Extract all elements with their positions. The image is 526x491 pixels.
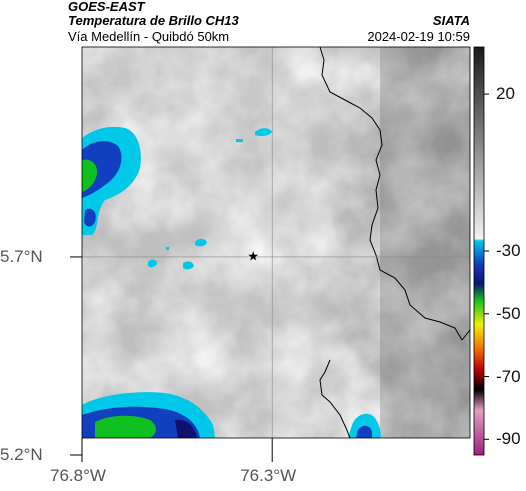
- cold-cloud-small-cells: [148, 128, 272, 270]
- cold-cloud-bottom-left: [82, 392, 215, 438]
- colorbar: [473, 46, 489, 456]
- region-subtitle: Vía Medellín - Quibdó 50km: [68, 29, 230, 44]
- organization-label: SIATA: [432, 13, 470, 28]
- colorbar-tick-label: 20: [496, 84, 515, 104]
- lon-tick-label: 76.3°W: [240, 466, 297, 485]
- colorbar-tick-label: -30: [496, 241, 521, 260]
- agency-title: GOES-EAST: [68, 0, 145, 14]
- cold-cloud-bottom-right: [348, 413, 381, 438]
- gridlines: [82, 47, 470, 438]
- timestamp-label: 2024-02-19 10:59: [367, 29, 470, 44]
- lat-tick-label: 5.2°N: [0, 445, 43, 464]
- political-boundary: [319, 47, 463, 438]
- lat-tick-label: 5.7°N: [0, 246, 43, 266]
- location-marker: ★: [247, 249, 259, 264]
- map-image: [82, 47, 470, 438]
- colorbar-tick-label: -50: [496, 303, 521, 323]
- star-icon: ★: [247, 249, 259, 264]
- map-frame: [81, 46, 471, 439]
- product-title: Temperatura de Brillo CH13: [68, 13, 239, 28]
- lon-tick-label: 76.8°W: [50, 466, 106, 485]
- cold-cloud-top-left: [82, 126, 141, 235]
- colorbar-scale: [473, 46, 485, 456]
- colorbar-tick-label: -90: [496, 429, 521, 449]
- political-boundary-branch: [461, 329, 470, 341]
- colorbar-tick-label: -70: [496, 366, 521, 386]
